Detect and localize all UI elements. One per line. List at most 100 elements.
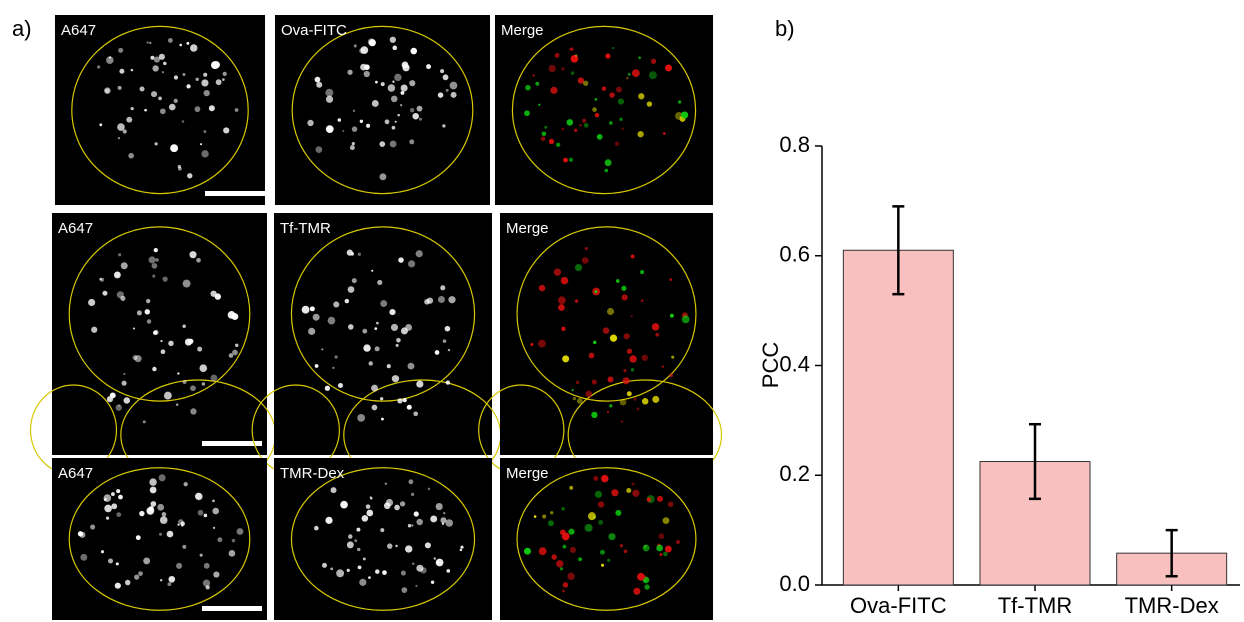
- vesicle: [599, 549, 605, 555]
- vesicle: [113, 271, 121, 279]
- vesicle: [149, 486, 157, 494]
- y-axis-label: PCC: [758, 342, 783, 389]
- vesicle: [151, 262, 158, 269]
- vesicle: [121, 380, 127, 386]
- vesicle: [607, 558, 611, 562]
- vesicle: [594, 490, 603, 498]
- vesicle: [626, 348, 633, 354]
- vesicle: [631, 69, 640, 78]
- vesicle: [215, 79, 222, 86]
- micrograph: Merge: [478, 213, 723, 491]
- vesicle: [642, 544, 650, 552]
- x-tick-label: TMR-Dex: [1125, 593, 1219, 618]
- vesicle: [401, 587, 408, 593]
- vesicle: [562, 582, 569, 588]
- vesicle: [598, 520, 604, 525]
- image-label: A647: [58, 465, 93, 482]
- vesicle: [548, 64, 556, 73]
- vesicle: [389, 309, 396, 316]
- vesicle: [630, 368, 635, 372]
- vesicle: [572, 396, 577, 401]
- vesicle: [130, 106, 134, 111]
- vesicle: [309, 306, 315, 312]
- vesicle: [380, 82, 385, 87]
- vesicle: [575, 54, 578, 57]
- vesicle: [146, 41, 149, 44]
- vesicle: [450, 91, 457, 98]
- vesicle: [548, 138, 555, 145]
- vesicle: [117, 404, 121, 407]
- vesicle: [152, 366, 157, 372]
- vesicle: [442, 511, 446, 515]
- vesicle: [197, 509, 204, 516]
- vesicle: [416, 564, 424, 572]
- vesicle: [623, 333, 630, 340]
- vesicle: [351, 126, 358, 132]
- vesicle: [100, 550, 105, 554]
- vesicle: [677, 100, 682, 104]
- vesicle: [418, 117, 423, 121]
- vesicle: [151, 91, 158, 98]
- vesicle: [416, 518, 423, 526]
- vesicle: [621, 127, 624, 130]
- vesicle: [347, 324, 354, 330]
- vesicle: [177, 164, 182, 169]
- cell-outline: [516, 226, 697, 402]
- vesicle: [640, 299, 644, 303]
- vesicle: [333, 301, 340, 308]
- vesicle: [186, 41, 190, 45]
- vesicle: [669, 278, 673, 282]
- vesicle: [447, 348, 451, 352]
- vesicle: [570, 71, 575, 75]
- vesicle: [386, 364, 391, 369]
- vesicle: [659, 553, 663, 556]
- vesicle: [554, 52, 560, 58]
- vesicle: [357, 565, 362, 570]
- vesicle: [646, 101, 653, 107]
- vesicle: [325, 95, 334, 103]
- vesicle: [152, 65, 159, 72]
- vesicle: [330, 487, 337, 494]
- vesicle: [413, 511, 419, 517]
- vesicle: [385, 498, 394, 507]
- vesicle: [161, 71, 164, 74]
- vesicle: [594, 112, 600, 118]
- vesicle: [201, 382, 206, 386]
- vesicle: [566, 119, 574, 126]
- vesicle: [359, 578, 367, 586]
- vesicle: [408, 260, 416, 268]
- vesicle: [146, 298, 151, 304]
- vesicle: [409, 80, 416, 87]
- vesicle: [532, 74, 535, 77]
- vesicle: [614, 141, 620, 146]
- vesicle: [574, 264, 583, 272]
- vesicle: [430, 580, 435, 585]
- vesicle: [619, 398, 627, 406]
- vesicle: [163, 61, 167, 66]
- micrograph: TMR-Dex: [274, 458, 492, 620]
- vesicle: [344, 298, 350, 304]
- vesicle: [379, 141, 386, 147]
- vesicle: [538, 103, 541, 106]
- vesicle: [611, 489, 619, 497]
- vesicle: [102, 290, 108, 296]
- vesicle: [541, 131, 547, 137]
- vesicle: [213, 571, 220, 578]
- vesicle: [596, 133, 603, 140]
- scale-bar: [202, 606, 262, 611]
- vesicle: [195, 77, 199, 81]
- vesicle: [630, 315, 633, 318]
- vesicle: [581, 257, 589, 264]
- vesicle: [405, 324, 412, 331]
- vesicle: [126, 116, 133, 123]
- vesicle: [194, 106, 201, 113]
- vesicle: [681, 111, 689, 119]
- micrograph: Ova-FITC: [275, 15, 490, 205]
- vesicle: [389, 36, 396, 43]
- vesicle: [426, 64, 432, 70]
- vesicle: [380, 397, 384, 401]
- vesicle: [602, 327, 610, 334]
- vesicle: [312, 313, 320, 321]
- vesicle: [594, 98, 598, 101]
- vesicle: [411, 562, 415, 565]
